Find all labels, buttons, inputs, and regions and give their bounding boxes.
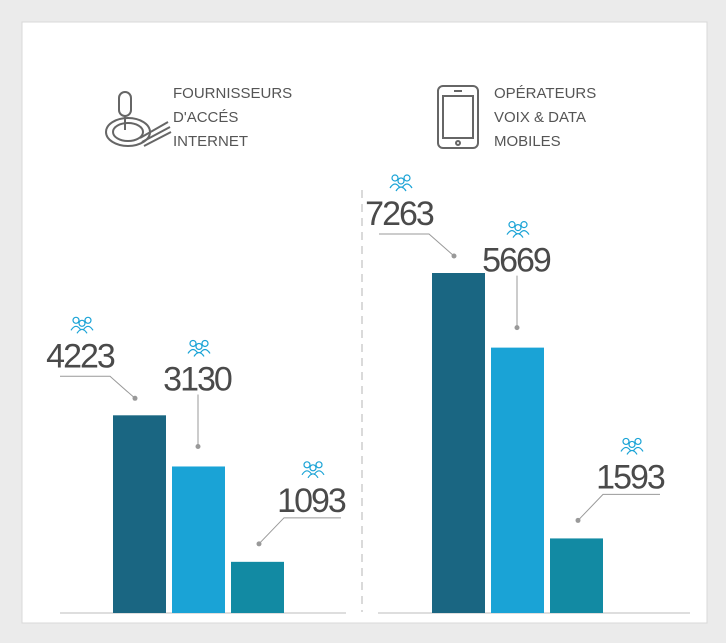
group-title: VOIX & DATA [494, 109, 586, 126]
people-head [634, 437, 642, 446]
people-head [514, 224, 522, 232]
group-title: FOURNISSEURS [173, 85, 292, 102]
leader-dot [575, 517, 581, 523]
people-body [626, 449, 638, 455]
bar [172, 466, 225, 613]
people-icon [506, 221, 530, 238]
people-head [84, 316, 92, 324]
people-body [187, 348, 199, 354]
people-body [301, 470, 313, 476]
people-head [508, 221, 516, 229]
leader-dot [132, 395, 138, 401]
people-body [632, 446, 644, 452]
people-icon [301, 461, 325, 479]
people-body [512, 233, 524, 238]
people-head [195, 342, 203, 351]
leader-dot [451, 253, 457, 259]
leader-line [60, 375, 136, 399]
people-body [76, 328, 88, 334]
people-body [70, 325, 82, 331]
group-title: INTERNET [173, 133, 248, 150]
value-label: 1093 [277, 482, 346, 520]
group-title: D'ACCÉS [173, 109, 238, 126]
people-body [82, 325, 94, 331]
people-head [315, 461, 323, 469]
people-icon [620, 437, 644, 455]
internet-icon [105, 91, 172, 147]
value-label: 1593 [596, 458, 665, 496]
value-label: 3130 [163, 360, 232, 398]
people-icon [389, 174, 413, 192]
people-body [199, 348, 211, 354]
bar [491, 347, 544, 613]
leader-line [258, 517, 341, 545]
people-body [620, 446, 632, 452]
people-head [78, 319, 86, 327]
value-label: 5669 [482, 242, 551, 280]
people-head [622, 437, 630, 446]
people-body [506, 230, 518, 235]
people-head [189, 339, 197, 348]
bar [113, 415, 166, 613]
people-body [313, 470, 325, 476]
group-title: OPÉRATEURS [494, 85, 596, 102]
people-head [309, 464, 317, 472]
people-head [391, 174, 399, 182]
people-head [72, 316, 80, 324]
people-head [520, 221, 528, 229]
people-head [628, 440, 636, 449]
leader-line [577, 493, 660, 521]
tablet-icon [437, 85, 479, 149]
value-label: 7263 [365, 195, 434, 233]
people-body [389, 183, 401, 189]
leader-dot [256, 541, 262, 547]
people-body [518, 230, 530, 235]
people-body [401, 183, 413, 189]
value-label: 4223 [46, 337, 115, 375]
bar [231, 561, 284, 613]
people-head [303, 461, 311, 469]
people-body [395, 186, 407, 192]
leader-dot [195, 443, 201, 449]
people-icon [70, 316, 94, 334]
leader-dot [514, 325, 520, 331]
people-body [193, 351, 205, 357]
bar [550, 538, 603, 613]
people-head [397, 177, 405, 185]
people-icon [187, 339, 211, 357]
leader-line [379, 233, 455, 257]
people-body [307, 473, 319, 479]
bar [432, 273, 485, 613]
people-head [403, 174, 411, 182]
group-title: MOBILES [494, 133, 561, 150]
people-head [201, 339, 209, 348]
